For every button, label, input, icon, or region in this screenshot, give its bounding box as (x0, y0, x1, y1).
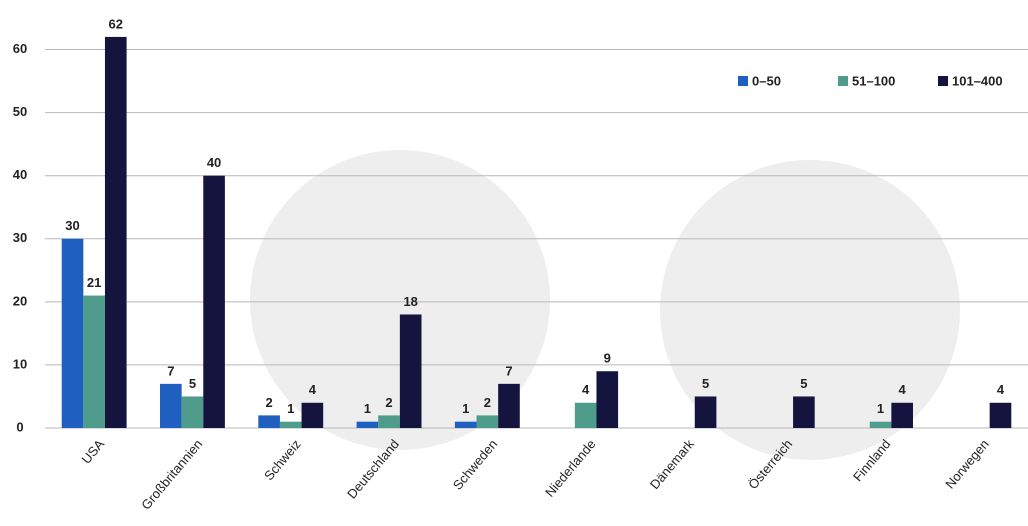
y-tick-label: 30 (13, 230, 27, 245)
y-tick-label: 40 (13, 167, 27, 182)
legend-swatch (738, 76, 748, 86)
data-label: 4 (309, 382, 317, 397)
x-tick-label: Schweiz (261, 436, 304, 483)
bar (356, 421, 379, 428)
data-label: 9 (604, 351, 611, 366)
bar (181, 396, 204, 428)
y-tick-label: 60 (13, 41, 27, 56)
bar (454, 421, 477, 428)
bar (203, 175, 225, 428)
data-label: 2 (266, 395, 273, 410)
data-label: 7 (167, 363, 174, 378)
data-label: 62 (109, 16, 123, 31)
data-label: 4 (997, 382, 1005, 397)
data-label: 5 (800, 376, 807, 391)
y-tick-label: 10 (13, 356, 27, 371)
bar (61, 238, 84, 428)
bar (989, 402, 1012, 428)
bar (596, 371, 619, 428)
data-label: 2 (484, 395, 491, 410)
data-label: 7 (505, 363, 512, 378)
bar (891, 402, 913, 428)
data-label: 5 (702, 376, 709, 391)
bar (399, 314, 422, 428)
data-label: 1 (287, 401, 294, 416)
legend-label: 51–100 (852, 73, 895, 88)
legend-label: 101–400 (952, 73, 1003, 88)
legend-swatch (938, 76, 948, 86)
bar (160, 383, 182, 428)
bar (301, 402, 324, 428)
y-tick-label: 20 (13, 293, 27, 308)
x-tick-label: Großbritannien (138, 436, 205, 512)
bar (83, 295, 105, 428)
data-label: 18 (403, 294, 417, 309)
bar (378, 415, 400, 428)
data-label: 2 (385, 395, 392, 410)
bar (104, 36, 127, 429)
legend-swatch (838, 76, 848, 86)
y-tick-label: 0 (16, 419, 23, 434)
x-tick-label: USA (78, 436, 107, 466)
x-tick-label: Dänemark (647, 436, 697, 492)
data-label: 1 (877, 401, 884, 416)
x-tick-label: Niederlande (542, 436, 599, 499)
bar (498, 383, 520, 428)
data-label: 5 (189, 376, 196, 391)
bar (793, 396, 815, 428)
data-label: 40 (207, 155, 221, 170)
background-decoration (250, 150, 550, 450)
data-label: 30 (65, 218, 79, 233)
legend-label: 0–50 (752, 73, 781, 88)
bar (694, 396, 717, 428)
bar (476, 415, 499, 428)
bar (258, 415, 280, 428)
data-label: 1 (364, 401, 371, 416)
y-tick-label: 50 (13, 104, 27, 119)
data-label: 4 (582, 382, 590, 397)
background-decoration (660, 160, 960, 460)
bar (279, 421, 302, 428)
bar (869, 421, 892, 428)
data-label: 4 (899, 382, 907, 397)
data-label: 21 (87, 275, 101, 290)
x-tick-label: Norwegen (942, 436, 992, 491)
data-label: 1 (462, 401, 469, 416)
bar (574, 402, 597, 428)
x-tick-label: Schweden (450, 436, 501, 492)
